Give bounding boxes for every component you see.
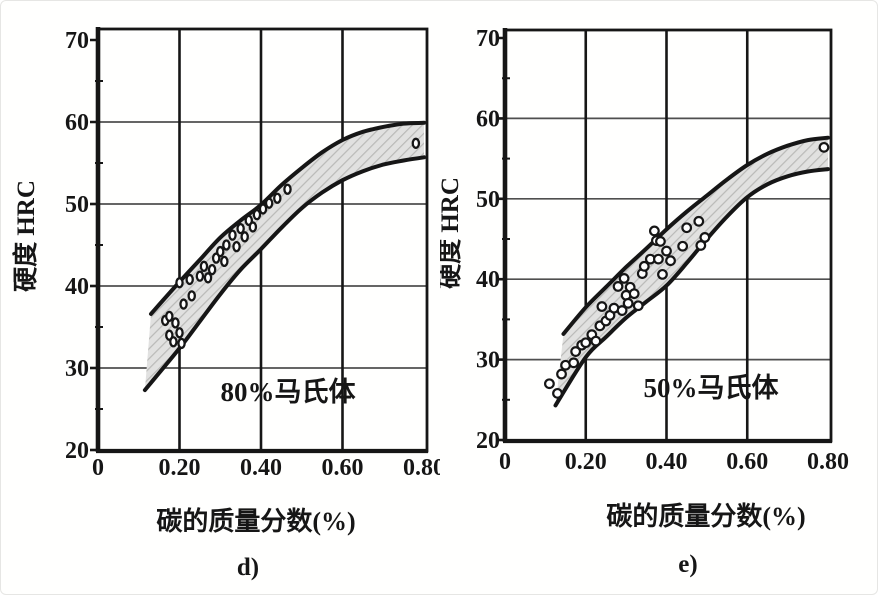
y-tick-label: 30 [65,356,89,382]
scatter-point [165,310,174,322]
scatter-point [169,336,178,348]
band-upper-curve [149,120,426,316]
scatter-point [648,225,660,237]
scatter-point [661,245,672,257]
scatter-point [222,239,231,251]
y-tick-label: 70 [65,28,89,54]
scatter-point [283,183,292,195]
scatter-point [207,263,217,276]
x-tick-label: 0.60 [322,455,364,481]
y-tick-label: 40 [65,274,89,300]
x-tick-label: 0.80 [403,455,440,481]
band-upper-curve [561,135,830,336]
x-tick-label: 0.40 [240,455,282,481]
panel-caption: e) [678,551,697,578]
scatter-point [195,270,205,282]
scatter-point [236,222,245,235]
scatter-point [203,272,213,284]
scatter-point [171,317,180,329]
y-tick-label: 20 [65,438,89,464]
scatter-point [240,231,249,243]
scatter-point [175,327,184,339]
panel-d-chart: 20 30 40 50 60 70 0 0.20 0.40 0.60 0.80 80%马氏体碳的质量分… [11,27,440,581]
scatter-point [175,277,184,289]
x-tick-label: 0.80 [807,449,849,475]
panel-caption: d) [237,554,259,581]
scatter-point [657,268,668,280]
y-tick-label: 30 [476,348,500,374]
scatter-point [252,209,262,221]
panel-e-chart: 20 30 40 50 60 70 0 0.20 0.40 0.60 0.80 50%马氏体碳的质量分… [440,26,849,578]
scatter-point [215,245,225,258]
scatter-point [699,231,711,243]
y-tick-label: 40 [476,267,500,293]
scatter-point [264,197,274,209]
scatter-point [177,337,186,350]
scatter-point [220,255,229,268]
scatter-point [596,301,608,312]
scatter-point [556,368,567,380]
y-tick-label: 20 [476,428,500,454]
scatter-point [653,253,664,265]
band-lower-curve [142,155,426,393]
x-axis-title: 碳的质量分数(%) [606,501,805,531]
scatter-point [185,273,194,286]
scatter-point [665,255,676,267]
scatter-point [618,272,630,284]
scatter-point [622,297,634,309]
annotation-label: 80%马氏体 [221,377,357,407]
scatter-point [695,240,707,251]
scatter-point [248,221,258,233]
scatter-band [555,137,828,406]
scatter-point [179,298,188,310]
y-tick-label: 70 [476,26,500,52]
scatter-point [616,305,628,316]
scatter-point [681,222,693,234]
x-tick-label: 0.60 [726,449,768,475]
scatter-point [590,335,602,347]
scatter-point [818,141,830,153]
scatter-point [655,236,666,247]
x-tick-label: 0.40 [646,449,688,475]
scatter-band [144,122,424,391]
scatter-point [544,378,555,390]
x-axis-title: 碳的质量分数(%) [156,506,355,536]
scatter-point [580,337,592,349]
band-lower-curve [553,167,830,408]
scatter-point [568,357,580,369]
scatter-point [638,260,650,272]
y-axis-title: 硬度 HRC [11,180,40,292]
y-tick-label: 60 [476,106,500,132]
scatter-point [258,203,268,215]
scatter-point [228,229,237,241]
annotation-label: 50%马氏体 [644,373,780,403]
scatter-point [612,281,624,292]
scatter-point [677,240,689,252]
y-tick-label: 50 [476,187,500,213]
scatter-point [273,192,282,204]
scatter-point [411,137,421,149]
scatter-point [199,260,209,272]
scatter-point [632,300,644,312]
scatter-point [232,240,241,253]
scatter-point [552,387,563,399]
scatter-point [187,290,196,302]
scatter-point [693,215,705,227]
x-tick-label: 0.20 [159,455,201,481]
y-tick-label: 50 [65,192,89,218]
x-tick-label: 0 [499,449,511,475]
y-axis-title: 硬度 HRC [440,177,464,289]
x-tick-label: 0.20 [565,449,607,475]
scatter-point [628,288,640,300]
x-tick-label: 0 [92,455,104,481]
y-tick-label: 60 [65,110,89,136]
scatter-point [570,346,582,357]
